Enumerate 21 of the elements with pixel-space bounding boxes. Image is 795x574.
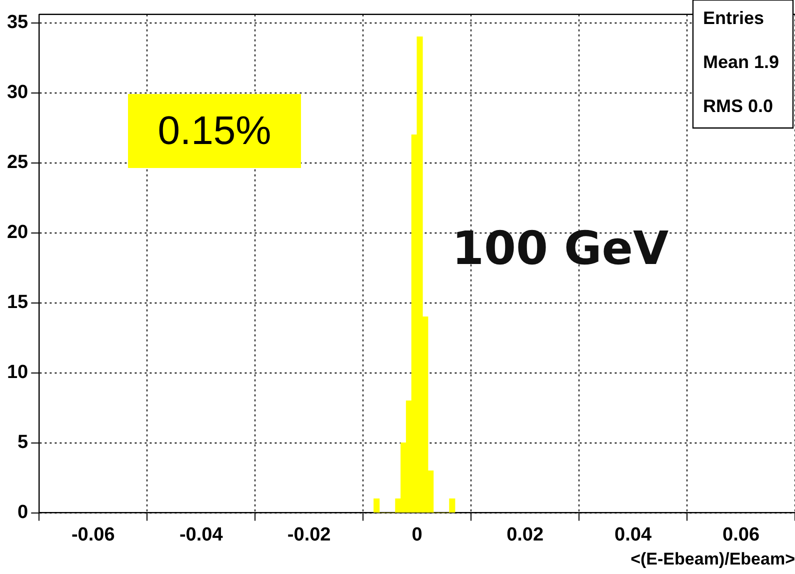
y-tick-label: 0	[18, 502, 28, 524]
y-tick-label: 10	[6, 362, 28, 384]
y-tick-label: 20	[6, 222, 28, 244]
annotation: Entries	[702, 8, 764, 28]
x-tick-label: 0	[412, 524, 422, 546]
y-tick-label: 35	[6, 12, 29, 34]
y-tick-label: 5	[18, 432, 29, 454]
y-tick-label: 25	[6, 152, 29, 174]
annotation: Mean 1.9	[702, 52, 780, 72]
x-tick-label: -0.06	[71, 524, 115, 546]
x-axis-title: <(E-Ebeam)/Ebeam>	[630, 549, 795, 568]
x-tick-label: 0.06	[722, 524, 760, 546]
y-tick-label: 15	[6, 292, 29, 314]
x-tick-label: 0.04	[614, 524, 652, 546]
annotation: 100 GeV	[452, 220, 669, 275]
annotation: RMS 0.0	[702, 96, 773, 116]
x-tick-label: 0.02	[506, 524, 544, 546]
annotation: 0.15%	[158, 109, 272, 154]
y-tick-label: 30	[6, 82, 28, 104]
x-tick-label: -0.04	[179, 524, 224, 546]
x-tick-label: -0.02	[287, 524, 331, 546]
